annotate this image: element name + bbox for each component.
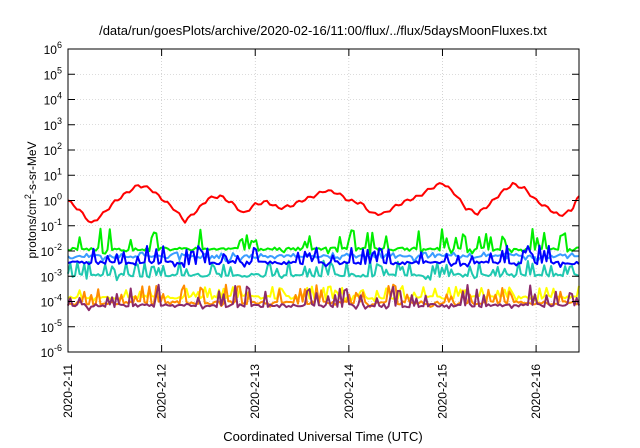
y-tick-label: 10-2 [41, 242, 62, 259]
chart-title: /data/run/goesPlots/archive/2020-02-16/1… [99, 23, 547, 38]
series-line-6 [67, 283, 580, 308]
y-tick-label: 10-6 [41, 343, 62, 360]
y-tick-label: 10-4 [41, 293, 62, 310]
series-line-0 [67, 181, 580, 224]
y-tick-label: 106 [44, 40, 62, 57]
series-line-2 [67, 244, 580, 268]
y-tick-label: 100 [44, 192, 62, 209]
y-tick-label: 10-1 [41, 217, 62, 234]
y-tick-label: 10-5 [41, 318, 62, 335]
x-axis-label: Coordinated Universal Time (UTC) [223, 429, 422, 444]
y-axis-label: protons/cm2-s-sr-MeV [23, 141, 39, 258]
series-line-1 [67, 227, 580, 256]
x-tick-label: 2020-2-16 [529, 364, 543, 419]
series-line-4 [67, 259, 580, 282]
x-tick-label: 2020-2-13 [248, 364, 262, 419]
y-axis-ticks: 10-6 10-5 10-4 10-3 10-2 10-1 100 101 102 103 104 1… [41, 40, 579, 360]
series-lines [67, 181, 580, 312]
y-tick-label: 105 [44, 65, 62, 82]
x-axis-ticks: 2020-2-11 2020-2-12 2020-2-13 2020-2-14 2020… [61, 49, 543, 419]
series-line-3 [67, 251, 580, 263]
series-line-7 [67, 283, 580, 312]
y-tick-label: 10-3 [41, 267, 62, 284]
y-tick-label: 102 [44, 141, 62, 158]
y-tick-label: 104 [44, 91, 62, 108]
x-tick-label: 2020-2-15 [435, 364, 449, 419]
y-tick-label: 101 [44, 166, 62, 183]
x-tick-label: 2020-2-11 [61, 364, 75, 418]
x-tick-label: 2020-2-12 [155, 364, 169, 419]
x-tick-label: 2020-2-14 [342, 364, 356, 419]
y-tick-label: 103 [44, 116, 62, 133]
